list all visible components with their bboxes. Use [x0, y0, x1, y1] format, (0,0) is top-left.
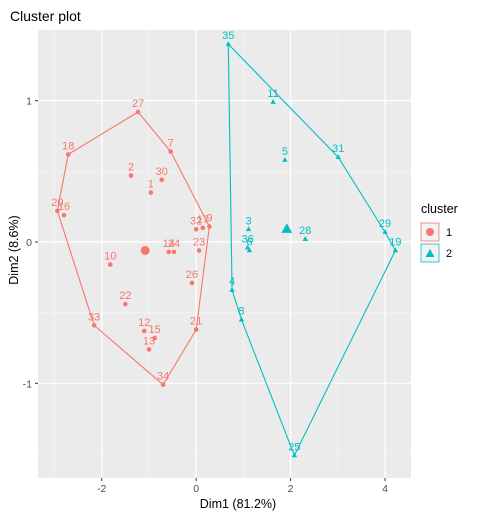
point-label: 10 [104, 251, 116, 263]
cluster-2-hull [227, 42, 397, 457]
y-axis-label: Dim2 (8.6%) [7, 215, 21, 284]
cluster-1-point [193, 327, 199, 332]
point-label: 22 [119, 290, 131, 302]
point-label: 8 [238, 306, 244, 318]
cluster-2-point [225, 41, 231, 46]
minor-gridlines [38, 29, 411, 478]
y-tick-label: 0 [26, 237, 32, 249]
legend-label-2: 2 [446, 248, 452, 260]
point-label: 1 [148, 179, 154, 191]
point-label: 29 [379, 218, 391, 230]
legend-symbol-2 [425, 249, 435, 257]
x-axis-label: Dim1 (81.2%) [200, 497, 276, 511]
point-label: 31 [332, 143, 344, 155]
point-label: 23 [193, 236, 205, 248]
cluster-1-point [189, 280, 195, 286]
point-label: 36 [242, 234, 254, 246]
cluster-1-point [148, 190, 154, 195]
major-gridlines [38, 30, 411, 478]
point-label: 15 [148, 324, 160, 336]
cluster-1-point [200, 225, 206, 231]
cluster-1-point [207, 224, 212, 229]
point-label: 26 [186, 269, 198, 281]
cluster-2-point [245, 226, 252, 232]
legend: cluster 1 2 [420, 202, 458, 263]
legend-symbol-1 [426, 228, 434, 236]
point-label: 28 [299, 225, 311, 237]
point-labels: 1279101213141516171820212223242627303233… [51, 30, 401, 453]
x-tick-label: 4 [382, 483, 388, 495]
point-label: 34 [157, 371, 169, 383]
cluster-1-point [91, 323, 97, 328]
point-label: 16 [58, 201, 70, 213]
point-label: 11 [267, 88, 278, 100]
point-label: 7 [168, 138, 174, 150]
cluster-2-point [291, 452, 298, 458]
point-label: 4 [229, 276, 235, 288]
cluster-1-point [171, 249, 177, 255]
cluster-1-centroid [140, 245, 150, 255]
point-label: 2 [128, 162, 134, 174]
point-label: 33 [88, 311, 100, 323]
cluster-1-point [166, 249, 172, 255]
cluster-2-point [229, 287, 235, 292]
point-label: 5 [282, 146, 288, 158]
legend-label-1: 1 [446, 227, 452, 239]
point-label: 14 [163, 238, 175, 250]
point-label: 12 [138, 317, 150, 329]
cluster-1-point [196, 248, 202, 253]
cluster-1-point [61, 212, 67, 218]
point-label: 30 [156, 166, 168, 178]
cluster-1-point [135, 109, 141, 115]
x-tick-label: 0 [193, 483, 199, 495]
cluster-2-point [282, 157, 288, 162]
x-tick-label: 2 [288, 483, 294, 495]
point-label: 20 [51, 197, 63, 209]
cluster-1-point [152, 335, 157, 341]
chart-title: Cluster plot [10, 8, 81, 24]
y-axis-ticks: -1 0 1 [23, 96, 38, 390]
point-label: 9 [206, 212, 212, 224]
cluster-1-point [160, 382, 166, 388]
cluster-2-point [244, 244, 251, 250]
y-tick-label: 1 [26, 96, 32, 108]
point-label: 13 [143, 335, 155, 347]
point-label: 18 [62, 140, 74, 152]
plot-panel [38, 30, 411, 478]
cluster-1-point [123, 301, 128, 307]
point-label: 3 [246, 215, 252, 227]
cluster-1-point [168, 149, 173, 154]
point-label: 27 [132, 98, 144, 110]
point-label: 6 [246, 236, 252, 248]
cluster-2-point [270, 99, 276, 104]
cluster-1-point [65, 152, 71, 157]
cluster-2-point [246, 247, 253, 253]
cluster-2-centroid [281, 223, 293, 233]
point-label: 24 [168, 238, 180, 250]
cluster-2-point [335, 154, 341, 159]
point-label: 25 [288, 441, 300, 453]
cluster-2-point [238, 316, 245, 322]
cluster-1-point [193, 226, 199, 232]
point-label: 21 [190, 316, 202, 328]
cluster-1-point [159, 177, 165, 183]
cluster-1-point [55, 208, 60, 214]
point-label: 17 [197, 214, 209, 226]
legend-title: cluster [421, 202, 458, 216]
y-tick-label: -1 [23, 378, 32, 390]
cluster-2-point [302, 236, 308, 241]
point-label: 32 [190, 215, 202, 227]
cluster-2-point [382, 229, 388, 234]
x-axis-ticks: -2 0 2 4 [97, 478, 388, 495]
x-tick-label: -2 [97, 483, 106, 495]
cluster-1-point [128, 173, 134, 178]
cluster-1-point [146, 347, 152, 352]
cluster-2-point [392, 247, 399, 253]
cluster-1-point [107, 262, 113, 267]
cluster-1-point [141, 328, 147, 334]
point-label: 19 [389, 236, 401, 248]
point-label: 35 [222, 30, 234, 42]
cluster-points [55, 41, 399, 458]
